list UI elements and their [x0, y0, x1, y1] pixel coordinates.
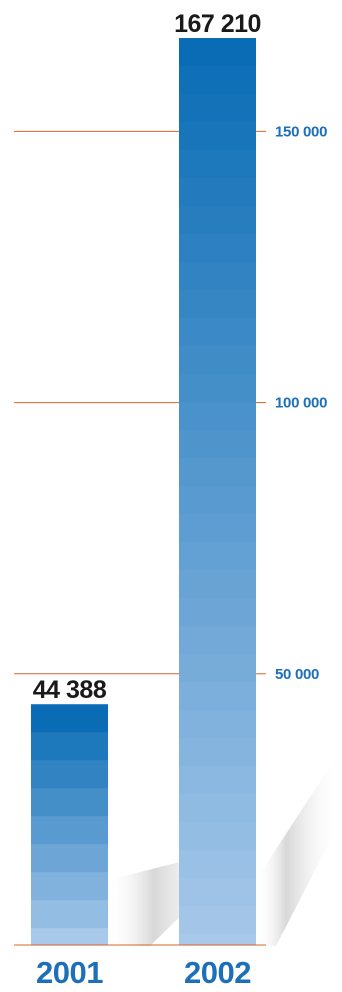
bar-segment — [31, 816, 108, 845]
bar-segment — [179, 934, 256, 946]
bar-segment — [31, 844, 108, 873]
bar-segment — [179, 430, 256, 459]
bar-segment — [179, 738, 256, 767]
bar-segment — [179, 514, 256, 543]
bar-2001 — [31, 704, 108, 946]
bar-segment — [179, 234, 256, 263]
bar-segment — [179, 710, 256, 739]
bar-segment — [179, 654, 256, 683]
bar-segment — [31, 872, 108, 901]
bar-2002 — [179, 38, 256, 946]
bar-segment — [179, 766, 256, 795]
bar-segment — [179, 38, 256, 67]
bar-segment — [179, 878, 256, 907]
bar-segment — [179, 178, 256, 207]
bar-segment — [179, 94, 256, 123]
bar-segment — [179, 290, 256, 319]
gridlines — [14, 130, 266, 675]
bar-segment — [179, 570, 256, 599]
bar-segment — [179, 626, 256, 655]
bar-segment — [179, 122, 256, 151]
bar-segment — [31, 732, 108, 761]
bar-segment — [179, 262, 256, 291]
bar-segment — [179, 402, 256, 431]
bar-segment — [179, 542, 256, 571]
bar-segment — [179, 150, 256, 179]
bar-segment — [179, 346, 256, 375]
y-tick-label: 50 000 — [275, 666, 319, 683]
bar-segment — [179, 850, 256, 879]
y-tick-label: 100 000 — [275, 395, 327, 412]
bar-segment — [179, 458, 256, 487]
bar-segment — [31, 760, 108, 789]
bar-segment — [31, 704, 108, 733]
bar-value-label-2001: 44 388 — [33, 676, 107, 704]
bars — [31, 38, 256, 946]
bar-segment — [179, 598, 256, 627]
bar-segment — [179, 682, 256, 711]
bar-segment — [179, 374, 256, 403]
bar-value-labels: 44 388 167 210 — [33, 10, 262, 704]
y-tick-labels: 50 000 100 000 150 000 — [275, 123, 327, 682]
bar-segment — [31, 900, 108, 929]
category-label-2002: 2002 — [184, 955, 251, 990]
bar-segment — [179, 66, 256, 95]
bar-segment — [31, 788, 108, 817]
bar-segment — [179, 822, 256, 851]
bar-segment — [179, 206, 256, 235]
category-labels: 2001 2002 — [36, 955, 251, 990]
bar-segment — [179, 794, 256, 823]
bar-segment — [31, 928, 108, 946]
bar-segment — [179, 906, 256, 935]
y-tick-label: 150 000 — [275, 123, 327, 140]
bar-segment — [179, 486, 256, 515]
bar-shadow-2002 — [256, 748, 342, 946]
bar-segment — [179, 318, 256, 347]
bar-value-label-2002: 167 210 — [174, 10, 261, 38]
category-label-2001: 2001 — [36, 955, 103, 990]
